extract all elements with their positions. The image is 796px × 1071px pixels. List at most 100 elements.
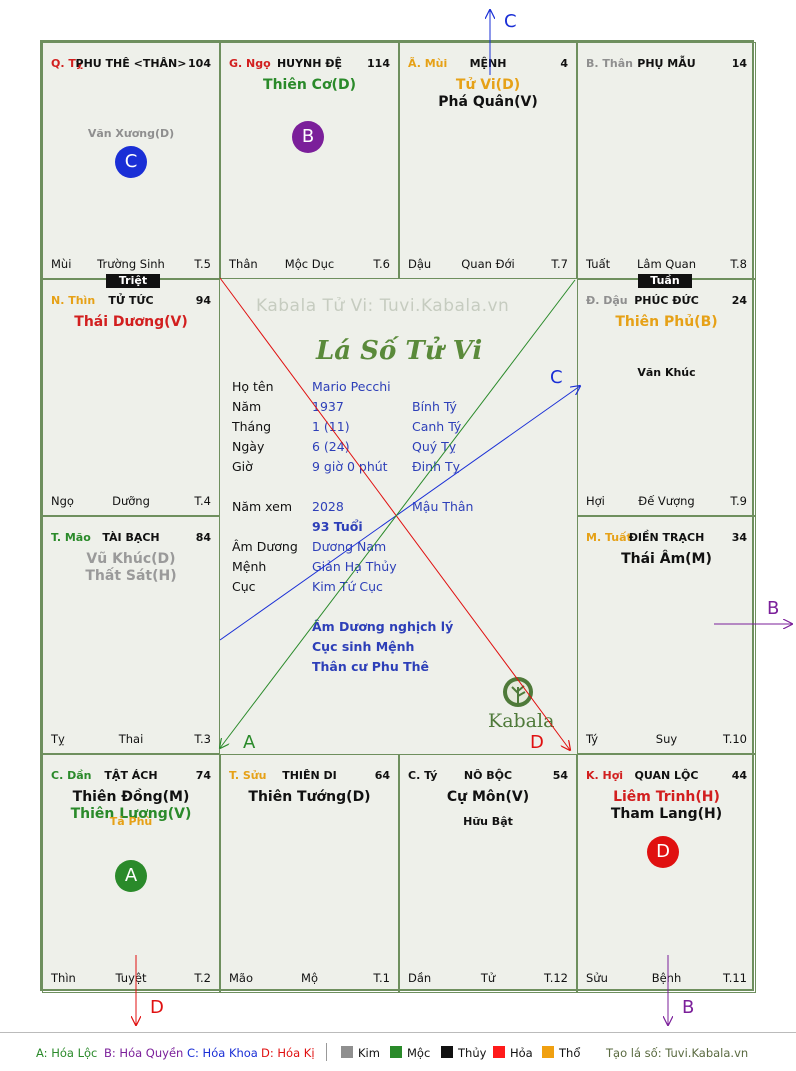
main-stars: Thiên Tướng(D) [221,789,398,806]
kim-swatch [341,1046,353,1058]
palace-header: G. Ngọ HUYNH ĐỆ 114 [229,57,390,71]
arrow-label-d-bottom: D [150,997,164,1018]
footer-stage: Mộc Dục [284,257,335,271]
palace-tyr: C. Tý NÔ BỘC 54 Cự Môn(V) Hữu Bật Dần Tử T.12 [399,754,577,993]
legend-bar: A: Hóa Lộc B: Hóa Quyền C: Hóa Khoa D: H… [0,1032,796,1071]
palace-branch: C. Dần [51,769,92,782]
palace-header: C. Tý NÔ BỘC 54 [408,769,568,783]
footer-term: T.2 [194,971,211,985]
palace-title: TÀI BẠCH [102,531,160,544]
info-value: Giản Hạ Thủy [312,559,397,574]
main-stars: Vũ Khúc(D) Thất Sát(H) [43,551,219,585]
center-watermark: Kabala Tử Vi: Tuvi.Kabala.vn [256,296,510,316]
footer-stage: Suy [655,732,678,746]
palace-footer: Dần Tử T.12 [408,971,568,985]
main-star: Thiên Cơ(D) [263,77,356,93]
triet-tag: Triệt [106,274,160,288]
palace-header: Q. Tỵ PHU THÊ <THÂN> 104 [51,57,211,71]
info-value: Dương Nam [312,539,387,554]
palace-header: K. Hợi QUAN LỘC 44 [586,769,747,783]
palace-dau: Đ. Dậu PHÚC ĐỨC 24 Thiên Phủ(B) Văn Khúc Hợi Đ… [577,279,756,516]
chart-note: Thân cư Phu Thê [312,659,429,674]
info-value: 1937 [312,399,344,414]
footer-stage: Đế Vượng [638,494,695,508]
palace-title: QUAN LỘC [634,769,699,782]
footer-term: T.6 [373,257,390,271]
footer-branch: Tuất [586,257,611,271]
legend-tho: Thổ [559,1046,581,1060]
info-row: Cục Kim Tứ Cục [232,579,532,597]
palace-branch: M. Tuất [586,531,632,544]
footer-term: T.12 [544,971,568,985]
hoa-khoa-marker: C [115,146,147,178]
footer-stage: Bệnh [651,971,682,985]
info-value-2: Canh Tý [412,419,462,434]
center-title: Lá Số Tử Vi [316,336,483,366]
main-star: Phá Quân(V) [438,94,538,110]
palace-suu: T. Sửu THIÊN DI 64 Thiên Tướng(D) Mão Mộ T.1 [220,754,399,993]
palace-number: 34 [731,531,747,544]
palace-footer: Thân Mộc Dục T.6 [229,257,390,271]
palace-branch: B. Thân [586,57,633,70]
info-value: Kim Tứ Cục [312,579,383,594]
footer-stage: Tử [480,971,496,985]
palace-branch: K. Hợi [586,769,624,782]
palace-number: 84 [195,531,211,544]
footer-term: T.10 [723,732,747,746]
hoa-swatch [493,1046,505,1058]
main-star: Vũ Khúc(D) [86,551,176,567]
info-value: 6 (24) [312,439,350,454]
palace-footer: Sửu Bệnh T.11 [586,971,747,985]
minor-star: Văn Xương(D) [87,127,175,140]
palace-header: C. Dần TẬT ÁCH 74 [51,769,211,783]
info-value-2: Đinh Tỵ [412,459,461,474]
footer-stage: Tuyệt [115,971,147,985]
info-label: Ngày [232,439,265,454]
main-stars: Thiên Cơ(D) [221,77,398,94]
palace-number: 94 [195,294,211,307]
footer-term: T.11 [723,971,747,985]
palace-footer: Mão Mộ T.1 [229,971,390,985]
info-label: Họ tên [232,379,274,394]
site-link[interactable]: Tạo lá số: Tuvi.Kabala.vn [606,1046,749,1060]
palace-title: TỬ TỨC [108,294,154,307]
footer-term: T.8 [730,257,747,271]
arrow-label-b-right: B [767,598,780,619]
tuan-tag: Tuần [638,274,692,288]
footer-branch: Thìn [51,971,76,985]
legend-hoa-khoa: C: Hóa Khoa [187,1046,258,1060]
minor-star: Tả Phù [109,815,153,828]
info-label: Âm Dương [232,539,298,554]
palace-header: Ã. Mùi MỆNH 4 [408,57,568,71]
palace-number: 64 [374,769,390,782]
palace-branch: G. Ngọ [229,57,271,70]
main-star: Tử Vi(D) [455,77,521,93]
footer-branch: Mùi [51,257,72,271]
footer-stage: Thai [118,732,144,746]
minor-star: Văn Khúc [637,366,696,379]
palace-thin: N. Thìn TỬ TỨC 94 Thái Dương(V) Ngọ Dưỡng T.4 [42,279,220,516]
tho-swatch [542,1046,554,1058]
palace-branch: T. Sửu [229,769,267,782]
footer-branch: Tý [586,732,599,746]
footer-stage: Trường Sinh [97,257,165,271]
footer-branch: Ngọ [51,494,74,508]
main-stars: Tử Vi(D) Phá Quân(V) [400,77,576,111]
info-value: 2028 [312,499,344,514]
info-value: Mario Pecchi [312,379,391,394]
main-stars: Liêm Trinh(H) Tham Lang(H) [578,789,755,823]
legend-thuy: Thủy [458,1046,487,1060]
footer-term: T.4 [194,494,211,508]
info-value-2: Bính Tý [412,399,457,414]
palace-number: 4 [560,57,568,70]
hoa-ki-marker: D [647,836,679,868]
palace-hoi: K. Hợi QUAN LỘC 44 Liêm Trinh(H) Tham Lang(H… [577,754,756,993]
legend-hoa-loc: A: Hóa Lộc [36,1046,98,1060]
palace-footer: Dậu Quan Đới T.7 [408,257,568,271]
info-row: 93 Tuổi [232,519,532,537]
info-label: Năm [232,399,262,414]
footer-term: T.9 [730,494,747,508]
footer-stage: Lâm Quan [637,257,696,271]
palace-footer: Hợi Đế Vượng T.9 [586,494,747,508]
palace-footer: Tuất Lâm Quan T.8 [586,257,747,271]
